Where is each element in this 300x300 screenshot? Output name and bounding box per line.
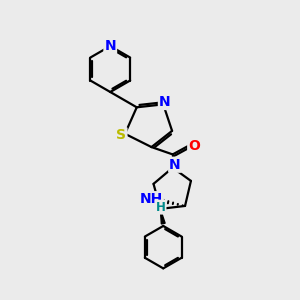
- Text: O: O: [188, 139, 200, 153]
- Text: N: N: [159, 95, 170, 109]
- Text: N: N: [104, 39, 116, 53]
- Text: S: S: [116, 128, 126, 142]
- Text: NH: NH: [140, 192, 163, 206]
- Text: H: H: [156, 201, 166, 214]
- Polygon shape: [160, 209, 165, 224]
- Text: N: N: [169, 158, 181, 172]
